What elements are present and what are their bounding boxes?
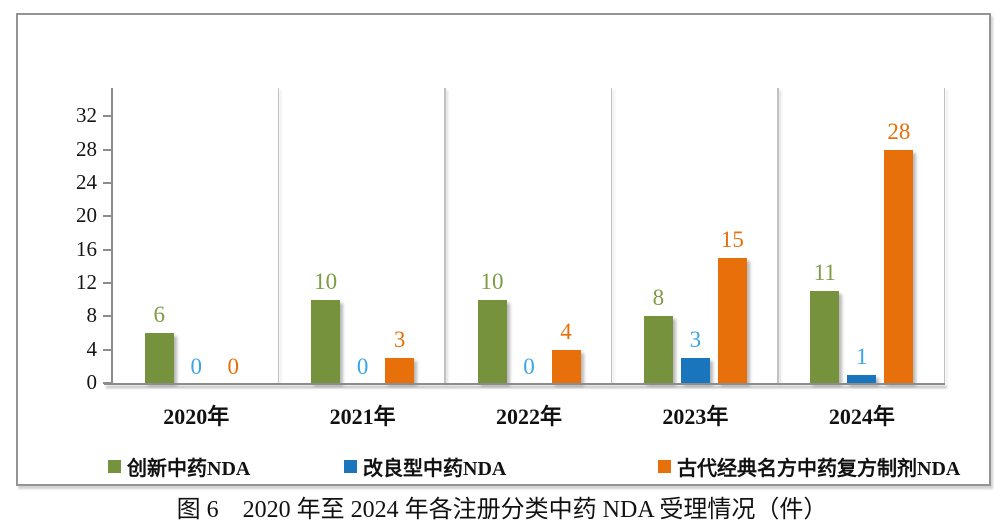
bar-value-label-ancient-classical-formula-tcm-nda: 15 [720, 227, 744, 252]
category-gridline [777, 88, 779, 383]
y-axis-tick-label: 20 [76, 203, 97, 228]
bar-slot-innovative-tcm-nda: 11 [810, 88, 840, 383]
bar-value-label-improved-tcm-nda: 0 [523, 354, 535, 379]
x-axis-label: 2022年 [496, 404, 563, 429]
bar-slot-ancient-classical-formula-tcm-nda: 15 [717, 88, 747, 383]
y-axis-tick [103, 115, 112, 118]
bar-innovative-tcm-nda [810, 291, 840, 383]
bar-group: 10 0 4 [446, 88, 612, 383]
y-axis-tick-label: 16 [76, 236, 97, 261]
legend-label: 创新中药NDA [127, 458, 251, 480]
bar-value-label-innovative-tcm-nda: 8 [652, 285, 665, 311]
x-axis-labels: 2020年 2021年 2022年 2023年 2024年 [113, 399, 945, 431]
bar-slot-improved-tcm-nda: 0 [182, 88, 211, 383]
y-axis-tick-label: 12 [76, 270, 97, 295]
y-axis-tick-label: 24 [76, 170, 97, 195]
y-axis-tick [103, 182, 112, 185]
legend-label: 改良型中药NDA [363, 458, 507, 480]
x-axis-label: 2020年 [163, 404, 230, 429]
x-axis-label: 2024年 [828, 404, 895, 429]
legend-item-ancient-classical-formula-tcm-nda: 古代经典名方中药复方制剂NDA [658, 452, 960, 481]
legend-swatch-icon [108, 460, 121, 473]
y-axis-tick [103, 215, 112, 218]
bar-slot-ancient-classical-formula-tcm-nda: 0 [219, 88, 248, 383]
category-gridline [277, 88, 280, 383]
bar-slot-improved-tcm-nda: 0 [348, 88, 377, 383]
bar-slot-ancient-classical-formula-tcm-nda: 28 [884, 88, 914, 383]
bar-improved-tcm-nda [680, 358, 710, 383]
y-axis-tick-label: 4 [86, 336, 98, 361]
y-axis-tick-label: 32 [76, 103, 97, 128]
category-panel-2024年: 11 1 28 [779, 88, 946, 383]
bar-ancient-classical-formula-tcm-nda [551, 349, 581, 383]
bar-value-label-ancient-classical-formula-tcm-nda: 0 [227, 354, 239, 379]
y-axis-tick-label: 8 [86, 303, 98, 328]
bar-value-label-improved-tcm-nda: 0 [190, 354, 202, 379]
bar-ancient-classical-formula-tcm-nda [385, 358, 415, 383]
legend-item-innovative-tcm-nda: 创新中药NDA [108, 452, 250, 481]
bar-slot-improved-tcm-nda: 3 [680, 88, 710, 383]
category-gridline [610, 88, 613, 383]
x-axis-line [104, 382, 945, 385]
legend-item-improved-tcm-nda: 改良型中药NDA [344, 452, 506, 481]
bar-innovative-tcm-nda [311, 299, 341, 383]
category-panel-2021年: 10 0 3 [279, 88, 446, 383]
bar-innovative-tcm-nda [144, 333, 174, 383]
plot-area: 6 0 0 10 0 3 10 0 4 8 3 15 11 1 28 0 4 8 12 16 20 24 28 32 [76, 88, 946, 393]
bar-innovative-tcm-nda [477, 299, 507, 383]
bar-ancient-classical-formula-tcm-nda [884, 149, 914, 383]
bar-group: 10 0 3 [279, 88, 445, 383]
legend-swatch-icon [344, 460, 357, 473]
bar-value-label-ancient-classical-formula-tcm-nda: 28 [887, 118, 911, 144]
y-axis-tick [103, 348, 112, 351]
category-gridline [444, 88, 446, 383]
category-panel-2023年: 8 3 15 [612, 88, 779, 383]
category-gridline [943, 88, 946, 383]
bar-value-label-ancient-classical-formula-tcm-nda: 4 [560, 318, 572, 344]
legend-label: 古代经典名方中药复方制剂NDA [677, 458, 961, 480]
bar-ancient-classical-formula-tcm-nda [717, 258, 747, 383]
category-panels: 6 0 0 10 0 3 10 0 4 8 3 15 11 1 28 [113, 88, 946, 383]
bar-slot-improved-tcm-nda: 1 [847, 88, 877, 383]
category-panel-2022年: 10 0 4 [446, 88, 613, 383]
bar-value-label-innovative-tcm-nda: 6 [153, 302, 165, 328]
bar-value-label-innovative-tcm-nda: 10 [314, 268, 338, 294]
figure-caption: 图 6 2020 年至 2024 年各注册分类中药 NDA 受理情况（件） [176, 497, 828, 523]
bar-innovative-tcm-nda [643, 316, 673, 383]
legend-swatch-icon [658, 460, 671, 473]
bar-slot-innovative-tcm-nda: 10 [311, 88, 341, 383]
bar-slot-improved-tcm-nda: 0 [515, 88, 544, 383]
bar-group: 8 3 15 [612, 88, 778, 383]
bar-slot-innovative-tcm-nda: 6 [144, 88, 174, 383]
x-axis-label: 2021年 [329, 404, 396, 429]
bar-group: 11 1 28 [779, 88, 945, 383]
chart-frame: 6 0 0 10 0 3 10 0 4 8 3 15 11 1 28 0 4 8 12 16 20 24 28 32 202… [16, 13, 991, 486]
y-axis-line [111, 88, 113, 383]
bar-value-label-innovative-tcm-nda: 11 [813, 260, 836, 286]
x-axis-label: 2023年 [662, 404, 729, 429]
y-axis-tick [103, 148, 112, 151]
bar-slot-ancient-classical-formula-tcm-nda: 3 [385, 88, 415, 383]
bar-value-label-innovative-tcm-nda: 10 [480, 268, 504, 294]
y-axis-tick-label: 28 [76, 136, 97, 161]
y-axis-tick [103, 382, 112, 384]
bar-value-label-improved-tcm-nda: 1 [856, 343, 868, 369]
y-axis-tick [103, 282, 112, 285]
bar-value-label-improved-tcm-nda: 3 [689, 327, 702, 353]
bar-improved-tcm-nda [847, 374, 877, 383]
y-axis-tick [103, 315, 112, 318]
bar-slot-ancient-classical-formula-tcm-nda: 4 [551, 88, 581, 383]
bar-value-label-improved-tcm-nda: 0 [356, 354, 369, 379]
bar-value-label-ancient-classical-formula-tcm-nda: 3 [393, 327, 406, 353]
bar-slot-innovative-tcm-nda: 10 [477, 88, 507, 383]
chart-legend: 创新中药NDA 改良型中药NDA 古代经典名方中药复方制剂NDA [18, 452, 989, 480]
y-axis-tick [103, 248, 112, 251]
y-axis-tick-label: 0 [86, 370, 98, 394]
bar-slot-innovative-tcm-nda: 8 [643, 88, 673, 383]
